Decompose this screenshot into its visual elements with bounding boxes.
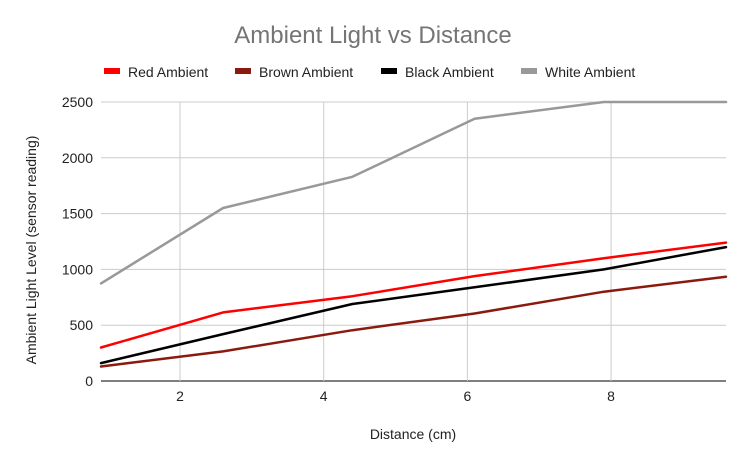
chart-title: Ambient Light vs Distance: [234, 22, 511, 49]
x-tick-label: 4: [320, 388, 328, 404]
legend: Red Ambient Brown Ambient Black Ambient Whi…: [104, 64, 635, 80]
grid: [101, 101, 726, 382]
legend-label: Red Ambient: [128, 64, 208, 80]
y-tick-label: 2500: [62, 94, 93, 110]
axis-labels: Ambient Light Level (sensor reading) Dis…: [23, 136, 456, 442]
series-line-red-ambient: [99, 241, 728, 349]
legend-swatch: [381, 68, 397, 74]
legend-swatch: [521, 68, 537, 74]
legend-label: Brown Ambient: [259, 64, 353, 80]
tick-labels: 0 500 1000 1500 2000 2500 2 4 6 8: [62, 94, 615, 404]
y-axis-title: Ambient Light Level (sensor reading): [23, 136, 39, 365]
legend-swatch: [104, 68, 120, 74]
y-tick-label: 0: [85, 373, 93, 389]
legend-label: Black Ambient: [405, 64, 494, 80]
series-line-black-ambient: [99, 245, 728, 365]
legend-swatch: [235, 68, 251, 74]
y-tick-label: 500: [70, 317, 94, 333]
legend-label: White Ambient: [545, 64, 635, 80]
series-line-brown-ambient: [99, 275, 728, 368]
y-tick-label: 2000: [62, 150, 93, 166]
y-tick-label: 1500: [62, 206, 93, 222]
series-line-white-ambient: [99, 100, 728, 285]
series-lines: [99, 100, 728, 368]
y-tick-label: 1000: [62, 261, 93, 277]
x-axis-title: Distance (cm): [370, 426, 456, 442]
x-tick-label: 8: [607, 388, 615, 404]
x-tick-label: 6: [463, 388, 471, 404]
x-tick-label: 2: [176, 388, 184, 404]
